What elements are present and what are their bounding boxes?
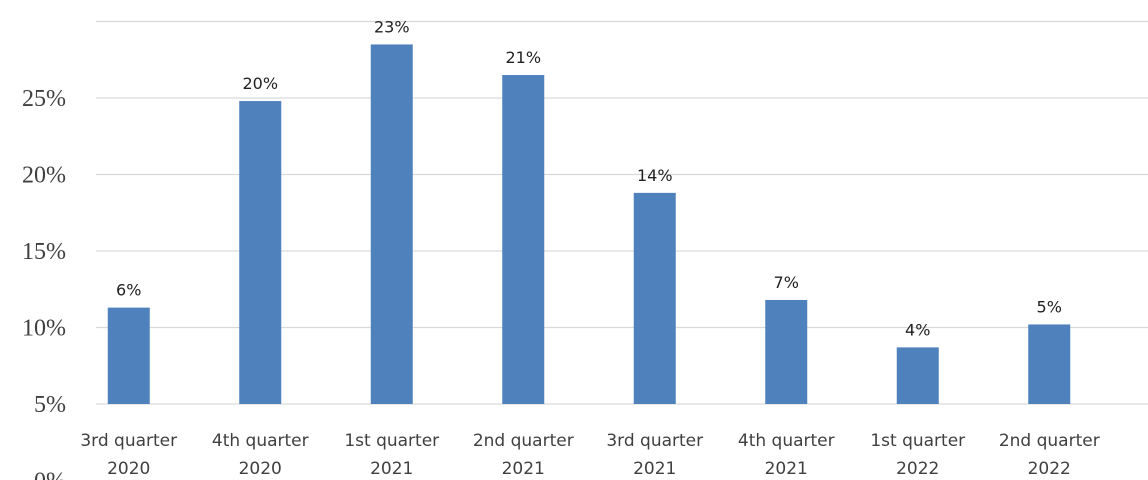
y-tick-label: 25% — [22, 86, 66, 112]
bar — [765, 299, 808, 404]
x-category-label: 2021 — [765, 459, 808, 479]
data-label: 6% — [116, 281, 141, 300]
bar — [1028, 324, 1071, 404]
bars — [107, 44, 1071, 405]
bar — [107, 307, 150, 404]
x-category-label: 2022 — [896, 459, 939, 479]
x-category-label: 2021 — [370, 459, 413, 479]
y-tick-label: 20% — [22, 163, 66, 189]
x-axis-category-labels: 3rd quarter 2020 4th quarter 2020 1st quarte… — [80, 431, 1099, 479]
data-label: 20% — [242, 74, 278, 93]
x-category-label: 2021 — [633, 459, 676, 479]
data-label: 23% — [374, 17, 410, 36]
bar — [633, 192, 676, 404]
y-tick-label: 15% — [22, 239, 66, 265]
x-category-label: 1st quarter — [344, 431, 439, 451]
y-axis-tick-labels: 0% 5% 10% 15% 20% 25% — [22, 86, 66, 480]
bar — [896, 347, 939, 404]
data-labels: 6% 20% 23% 21% 14% 7% 4% 5% — [116, 17, 1062, 339]
x-category-label: 4th quarter — [738, 431, 835, 451]
data-label: 21% — [505, 48, 541, 67]
data-label: 5% — [1037, 297, 1062, 316]
x-category-label: 1st quarter — [870, 431, 965, 451]
x-category-label: 4th quarter — [212, 431, 309, 451]
data-label: 4% — [905, 320, 930, 339]
y-tick-label: 0% — [34, 469, 66, 480]
x-category-label: 2nd quarter — [473, 431, 574, 451]
y-tick-label: 10% — [22, 316, 66, 342]
bar — [239, 101, 282, 404]
y-tick-label: 5% — [34, 392, 66, 418]
data-label: 14% — [637, 166, 673, 185]
x-category-label: 2nd quarter — [999, 431, 1100, 451]
x-category-label: 2020 — [239, 459, 282, 479]
x-category-label: 2020 — [107, 459, 150, 479]
data-label: 7% — [774, 273, 799, 292]
x-category-label: 3rd quarter — [606, 431, 703, 451]
x-category-label: 2021 — [502, 459, 545, 479]
bar — [370, 44, 413, 404]
x-category-label: 3rd quarter — [80, 431, 177, 451]
bar — [502, 75, 545, 405]
x-category-label: 2022 — [1028, 459, 1071, 479]
